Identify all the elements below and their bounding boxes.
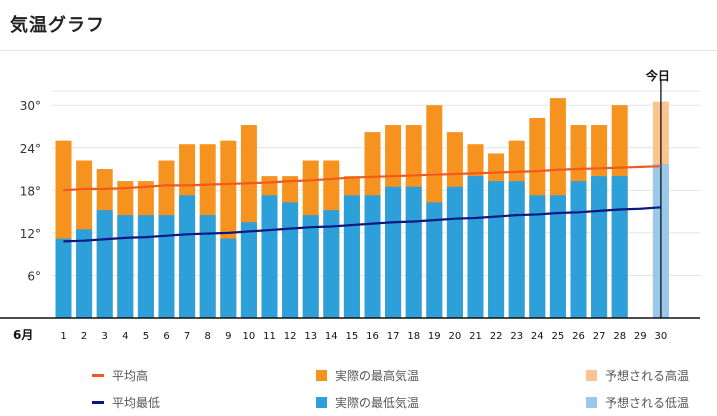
x-tick-label: 10: [243, 331, 256, 342]
legend-item-avg-low: 平均最低: [92, 394, 160, 411]
legend-swatch: [92, 374, 104, 377]
bar-actual-low: [385, 186, 402, 318]
x-tick-label: 7: [184, 331, 190, 342]
x-tick-label: 18: [407, 331, 420, 342]
month-label: 6月: [13, 328, 33, 342]
bar-actual-low: [549, 195, 566, 318]
legend-swatch: [586, 370, 597, 381]
legend-label: 実際の最高気温: [335, 369, 420, 383]
x-tick-label: 30: [655, 331, 668, 342]
avg-high-line: [63, 165, 661, 192]
bar-actual-low: [76, 229, 93, 318]
legend-swatch: [316, 370, 327, 381]
bar-actual-low: [302, 215, 319, 318]
bar-actual-low: [323, 210, 340, 318]
x-tick-label: 8: [205, 331, 211, 342]
x-tick-label: 21: [469, 331, 482, 342]
legend-label: 平均高: [112, 369, 149, 383]
y-tick-label: 18°: [20, 184, 41, 198]
x-tick-label: 12: [284, 331, 297, 342]
legend-item-avg-high: 平均高: [92, 367, 148, 384]
legend-item-actual-low: 実際の最低気温: [316, 394, 419, 411]
legend-label: 平均最低: [112, 396, 161, 410]
x-tick-label: 23: [510, 331, 523, 342]
bar-actual-low: [220, 238, 237, 318]
x-tick-label: 19: [428, 331, 441, 342]
y-tick-label: 24°: [20, 142, 41, 156]
bar-actual-low: [343, 195, 360, 318]
title-divider: [0, 50, 717, 51]
legend-item-forecast-low: 予想される低温: [586, 394, 689, 411]
x-tick-label: 5: [143, 331, 149, 342]
x-tick-label: 28: [613, 331, 626, 342]
x-tick-label: 9: [225, 331, 231, 342]
bar-actual-low: [446, 186, 463, 318]
bar-actual-low: [591, 176, 608, 318]
legend-swatch: [92, 401, 104, 404]
x-tick-label: 11: [263, 331, 276, 342]
bar-actual-low: [570, 181, 587, 318]
x-tick-label: 14: [325, 331, 338, 342]
x-tick-label: 4: [122, 331, 128, 342]
x-tick-label: 25: [552, 331, 565, 342]
x-tick-label: 6: [163, 331, 169, 342]
x-tick-label: 16: [366, 331, 379, 342]
x-tick-label: 29: [634, 331, 647, 342]
bar-actual-low: [611, 176, 628, 318]
legend-label: 予想される高温: [605, 369, 690, 383]
x-tick-label: 20: [449, 331, 462, 342]
bar-actual-low: [158, 215, 175, 318]
x-tick-label: 13: [304, 331, 317, 342]
bar-actual-low: [529, 195, 546, 318]
x-tick-label: 2: [81, 331, 87, 342]
legend-item-forecast-high: 予想される高温: [586, 367, 689, 384]
page-title: 気温グラフ: [10, 15, 105, 36]
x-tick-label: 17: [387, 331, 400, 342]
x-tick-label: 3: [102, 331, 108, 342]
bar-actual-low: [199, 215, 216, 318]
bar-actual-low: [488, 181, 505, 318]
today-label: 今日: [645, 68, 670, 83]
bar-actual-low: [508, 181, 525, 318]
legend-item-actual-high: 実際の最高気温: [316, 367, 419, 384]
x-tick-label: 1: [60, 331, 66, 342]
bar-actual-low: [261, 195, 278, 318]
bar-actual-low: [179, 195, 196, 318]
bar-actual-low: [55, 238, 72, 318]
x-tick-label: 22: [490, 331, 503, 342]
bar-actual-low: [282, 202, 299, 318]
y-tick-label: 12°: [20, 227, 41, 241]
bar-actual-low: [96, 210, 113, 318]
x-tick-label: 15: [346, 331, 359, 342]
legend-swatch: [316, 397, 327, 408]
y-tick-label: 30°: [20, 99, 41, 113]
x-tick-label: 24: [531, 331, 544, 342]
bar-actual-low: [117, 215, 134, 318]
y-tick-label: 6°: [27, 269, 41, 283]
legend-label: 実際の最低気温: [335, 396, 420, 410]
avg-low-line: [63, 206, 661, 243]
bar-actual-low: [137, 215, 154, 318]
bar-actual-low: [467, 176, 484, 318]
bar-actual-low: [364, 195, 381, 318]
x-tick-label: 26: [572, 331, 585, 342]
x-tick-label: 27: [593, 331, 606, 342]
bar-actual-low: [426, 202, 443, 318]
legend-label: 予想される低温: [605, 396, 690, 410]
legend-swatch: [586, 397, 597, 408]
bar-actual-low: [405, 186, 422, 318]
bar-actual-low: [240, 222, 257, 318]
